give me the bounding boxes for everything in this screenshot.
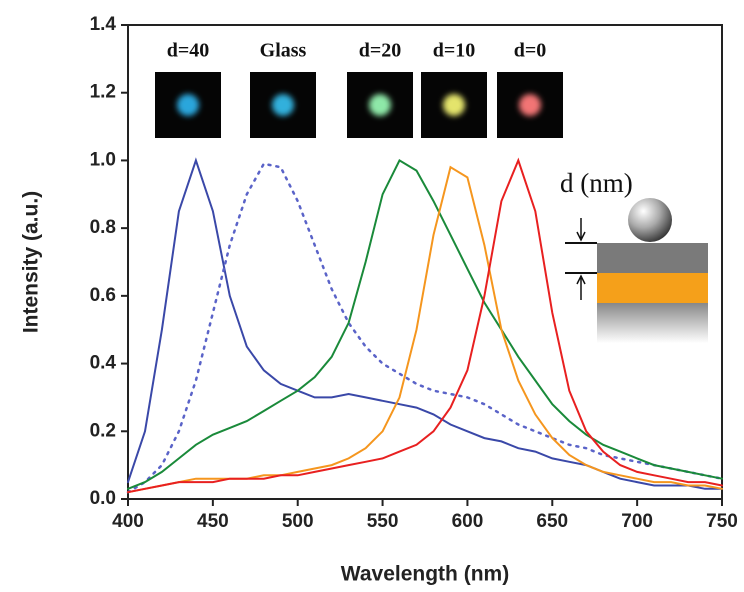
emission-spot	[443, 94, 465, 116]
inset-label: d=40	[167, 40, 210, 62]
nanoparticle	[628, 198, 672, 242]
x-tick-label: 400	[112, 511, 144, 532]
arrow	[576, 274, 586, 300]
arrow	[576, 218, 586, 242]
emission-spot	[272, 94, 294, 116]
x-tick-label: 650	[536, 511, 568, 532]
emission-spot	[369, 94, 391, 116]
inset: d=10	[421, 40, 487, 138]
emission-spot	[519, 94, 541, 116]
inset: d=40	[155, 40, 221, 138]
y-tick-label: 1.0	[90, 149, 116, 170]
series-line	[126, 162, 724, 494]
layer-diagram: d (nm)	[560, 168, 708, 343]
y-tick-label: 0.4	[90, 353, 117, 374]
y-tick-label: 1.2	[90, 82, 116, 103]
y-tick-label: 0.2	[90, 420, 116, 441]
inset-label: d=20	[359, 40, 402, 62]
inset-label: d=0	[514, 40, 547, 62]
y-tick-label: 1.4	[90, 14, 117, 35]
x-tick-label: 600	[452, 511, 484, 532]
inset-label: Glass	[260, 40, 307, 62]
x-tick-label: 700	[621, 511, 653, 532]
x-tick-label: 550	[367, 511, 399, 532]
inset: d=0	[497, 40, 563, 138]
substrate	[597, 303, 708, 343]
y-tick-label: 0.0	[90, 488, 116, 509]
plot-frame	[127, 24, 723, 500]
y-tick-label: 0.6	[90, 285, 116, 306]
y-axis-label: Intensity (a.u.)	[20, 191, 43, 333]
x-axis-label: Wavelength (nm)	[341, 563, 509, 586]
emission-spot	[177, 94, 199, 116]
inset: d=20	[347, 40, 413, 138]
spacer-layer	[597, 273, 708, 303]
series-line	[127, 157, 723, 490]
x-tick-label: 450	[197, 511, 229, 532]
x-tick-label: 500	[282, 511, 314, 532]
series-line	[127, 158, 723, 490]
inset-label: d=10	[433, 40, 476, 62]
annotation: d (nm)	[560, 168, 633, 198]
metal-layer	[597, 243, 708, 273]
series-line	[127, 157, 723, 494]
y-tick-label: 0.8	[90, 217, 116, 238]
inset: Glass	[250, 40, 316, 138]
x-tick-label: 750	[706, 511, 738, 532]
